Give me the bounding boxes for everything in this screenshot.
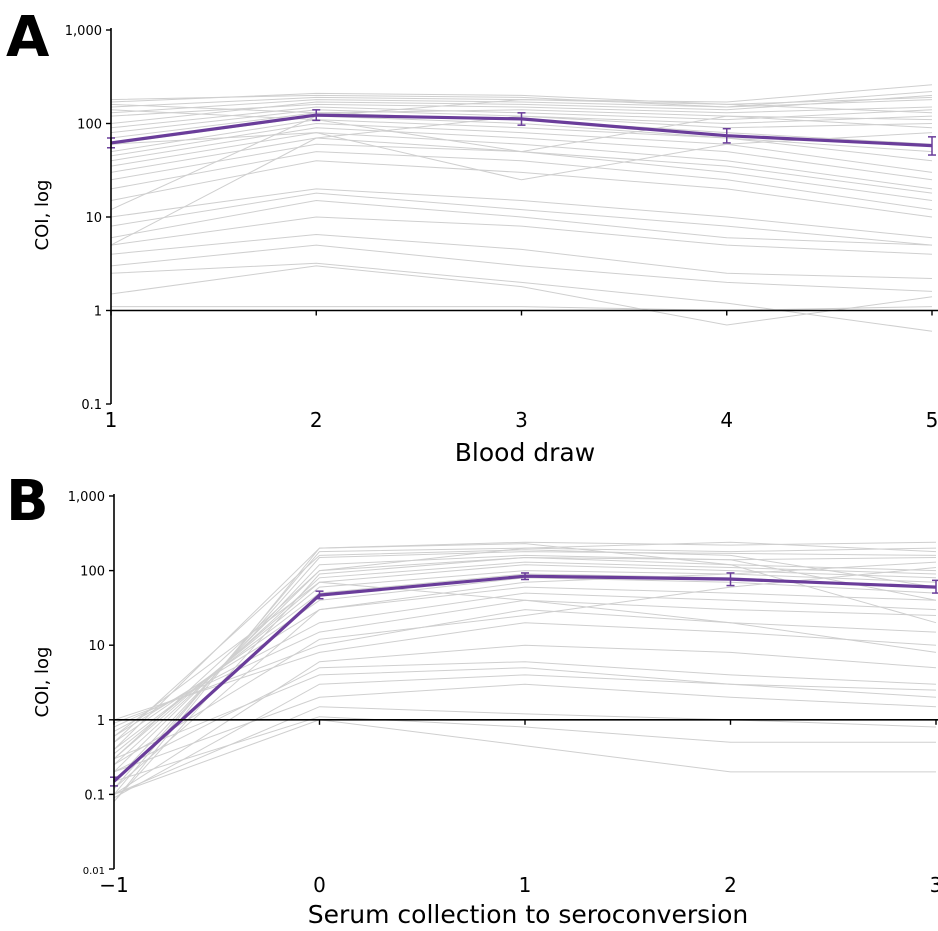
individual-series-line: [110, 265, 933, 326]
individual-series-line: [113, 622, 937, 721]
y-tick-label: 100: [80, 565, 105, 580]
individual-series-line: [110, 122, 933, 173]
x-tick-label: 1: [105, 408, 118, 432]
x-tick-label: 0: [313, 873, 326, 897]
x-tick-label: 2: [724, 873, 737, 897]
panel-b-mean-series: [110, 572, 938, 787]
panel-a-y-axis-title: COI, log: [32, 180, 53, 251]
individual-series-line: [113, 551, 937, 789]
y-tick-label: 1: [97, 714, 105, 729]
x-tick-label: 4: [720, 408, 733, 432]
individual-series-line: [113, 561, 937, 766]
individual-series-line: [113, 667, 937, 760]
x-tick-label: −1: [99, 873, 128, 897]
individual-series-line: [113, 674, 937, 799]
individual-series-line: [113, 570, 937, 755]
panel-b-x-axis-title: Serum collection to seroconversion: [308, 900, 749, 929]
individual-series-line: [113, 543, 937, 750]
individual-series-line: [110, 92, 933, 105]
individual-series-line: [110, 262, 933, 332]
individual-series-line: [110, 233, 933, 279]
individual-series-line: [113, 556, 937, 802]
panel-b: B 0.01 0.1 1 10 100 1,000 −1 0 1 2 3 Serum collect…: [6, 469, 938, 929]
individual-series-line: [113, 716, 936, 782]
x-tick-label: 5: [926, 408, 938, 432]
panel-b-axes: 0.01 0.1 1 10 100 1,000 −1 0 1 2 3: [68, 490, 938, 897]
individual-series-line: [110, 244, 933, 292]
y-tick-label: 0.1: [81, 398, 102, 413]
individual-series-line: [113, 586, 937, 737]
panel-b-y-axis-title: COI, log: [32, 647, 53, 718]
panel-b-individual-lines: [113, 541, 937, 802]
y-tick-label: 10: [85, 211, 102, 226]
panel-a-x-axis-title: Blood draw: [455, 438, 595, 467]
x-tick-label: 1: [519, 873, 532, 897]
individual-series-line: [113, 661, 937, 773]
y-tick-label: 1: [94, 305, 102, 320]
individual-series-line: [113, 683, 937, 773]
individual-series-line: [113, 561, 937, 789]
individual-series-line: [113, 644, 937, 795]
panel-b-letter: B: [6, 469, 49, 534]
panel-a-letter: A: [6, 5, 50, 70]
y-tick-label: 0.1: [84, 788, 105, 803]
individual-series-line: [111, 306, 933, 312]
individual-series-line: [110, 188, 933, 239]
individual-series-line: [110, 192, 933, 246]
y-tick-label: 100: [77, 118, 102, 133]
individual-series-line: [110, 109, 933, 153]
y-tick-label: 0.01: [83, 866, 105, 877]
individual-series-line: [110, 99, 933, 211]
x-tick-label: 2: [310, 408, 323, 432]
individual-series-line: [110, 216, 933, 255]
individual-series-line: [110, 160, 933, 218]
y-tick-label: 10: [88, 639, 105, 654]
individual-series-line: [110, 103, 933, 117]
individual-series-line: [113, 592, 937, 732]
individual-series-line: [113, 549, 937, 743]
panel-a-mean-series: [107, 109, 936, 156]
y-tick-label: 1,000: [68, 490, 105, 505]
individual-series-line: [113, 554, 937, 782]
individual-series-line: [113, 719, 936, 795]
individual-series-line: [113, 581, 937, 737]
individual-series-line: [110, 103, 933, 121]
y-tick-label: 1,000: [65, 24, 102, 39]
x-tick-label: 3: [930, 873, 938, 897]
individual-series-line: [110, 132, 933, 190]
individual-series-line: [113, 609, 937, 724]
individual-series-line: [110, 94, 933, 124]
individual-series-line: [113, 706, 937, 795]
individual-series-line: [110, 119, 933, 162]
x-tick-label: 3: [515, 408, 528, 432]
individual-series-line: [110, 199, 933, 246]
individual-series-line: [110, 127, 933, 181]
individual-series-line: [110, 151, 933, 211]
